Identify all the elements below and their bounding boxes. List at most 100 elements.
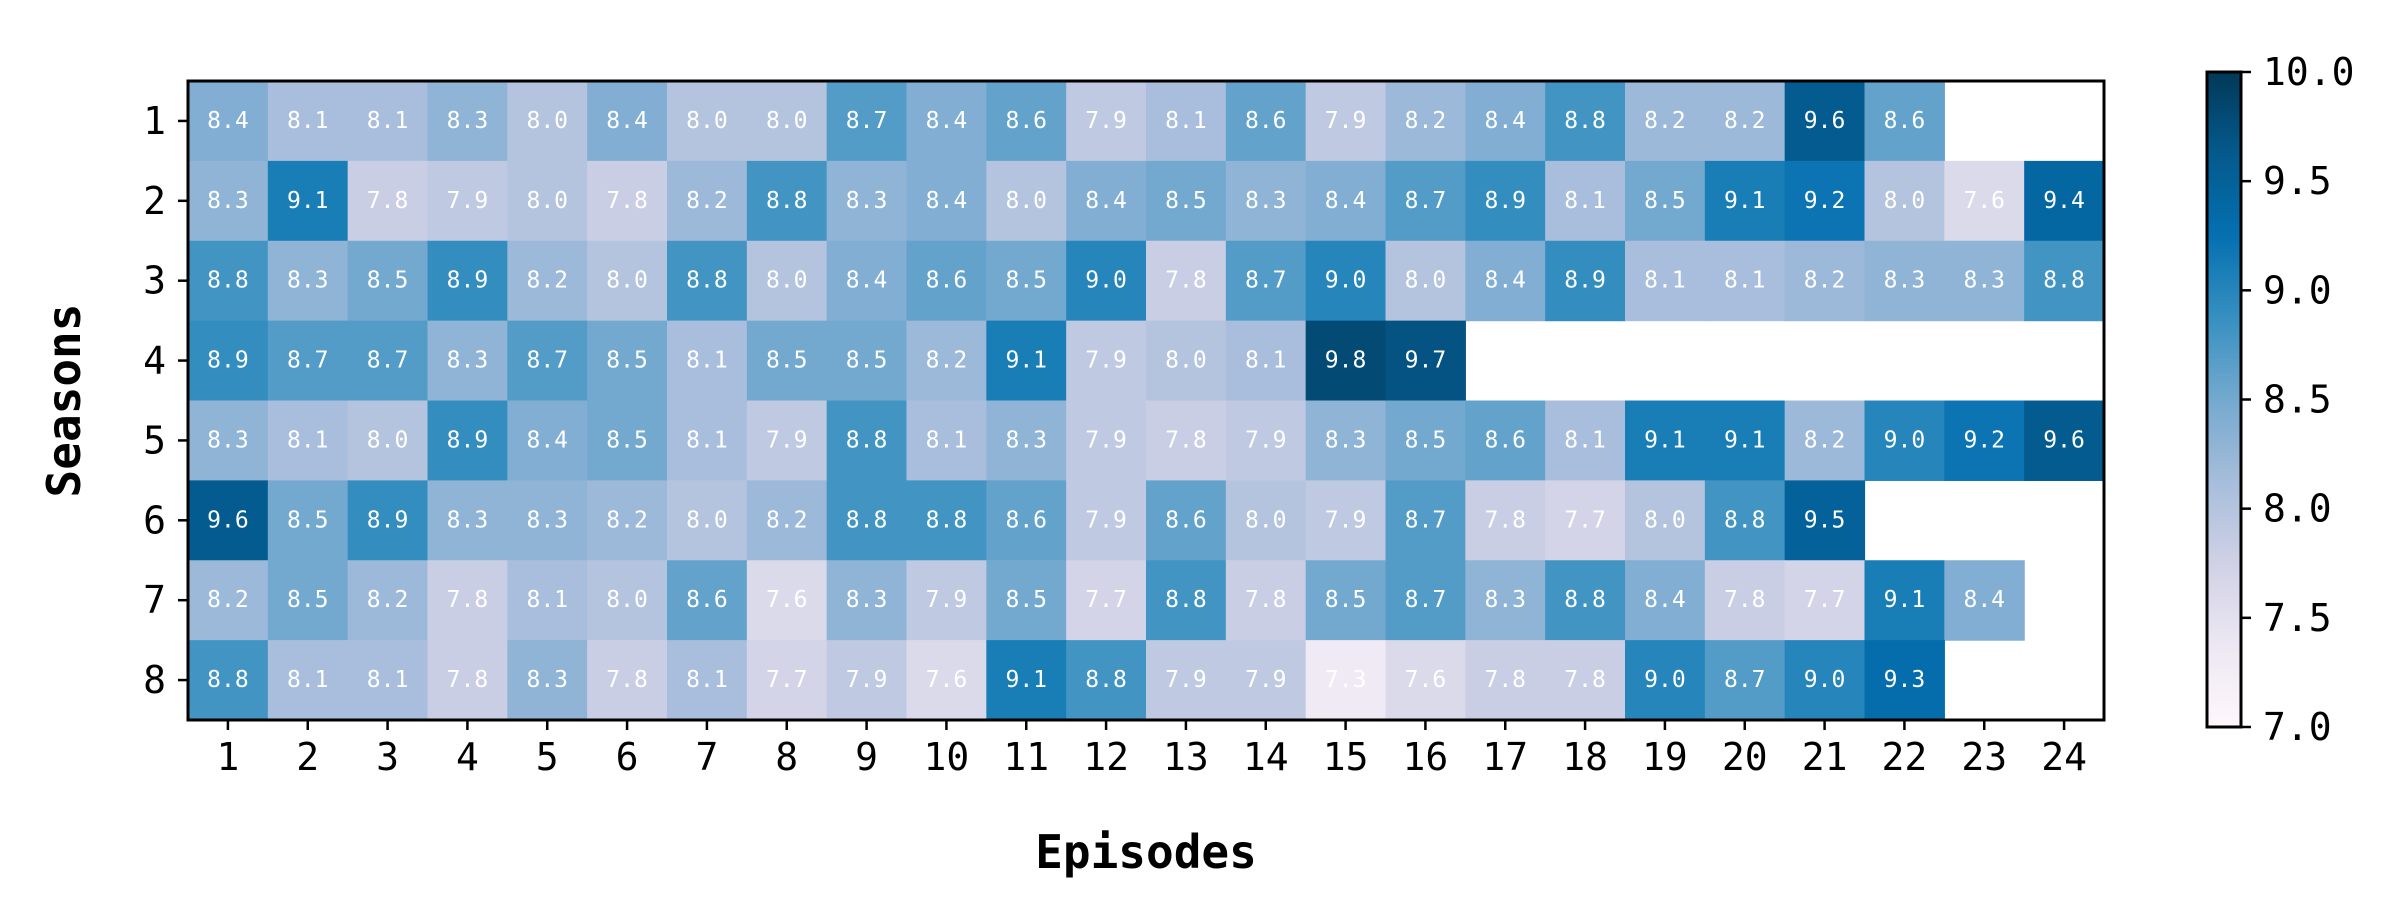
cell-label-s4-e14: 8.1 (1245, 348, 1287, 374)
cell-label-s2-e12: 8.4 (1085, 188, 1127, 214)
cell-label-s2-e8: 8.8 (766, 188, 808, 214)
heatmap-cell-s8-e20 (1704, 640, 1786, 721)
heatmap-cell-s8-e15 (1305, 640, 1387, 721)
cell-label-s6-e7: 8.0 (686, 507, 728, 533)
heatmap-cell-s7-e21 (1784, 560, 1866, 641)
cell-label-s2-e19: 8.5 (1644, 188, 1686, 214)
cell-label-s5-e2: 8.1 (287, 427, 329, 453)
cell-label-s3-e7: 8.8 (686, 268, 728, 294)
cell-label-s3-e21: 8.2 (1804, 268, 1846, 294)
cell-label-s2-e2: 9.1 (287, 188, 329, 214)
heatmap-cell-s4-e14 (1225, 320, 1307, 402)
heatmap-cell-s2-e24 (2024, 160, 2105, 242)
cell-label-s7-e15: 8.5 (1325, 587, 1367, 613)
cell-label-s7-e16: 8.7 (1405, 587, 1447, 613)
cell-label-s6-e19: 8.0 (1644, 507, 1686, 533)
cell-label-s2-e15: 8.4 (1325, 188, 1367, 214)
heatmap-cell-s2-e3 (347, 160, 429, 242)
heatmap-cell-s6-e4 (427, 480, 508, 561)
cell-label-s3-e22: 8.3 (1884, 268, 1926, 294)
heatmap-cell-s3-e8 (746, 240, 828, 322)
cell-label-s5-e22: 9.0 (1884, 427, 1926, 453)
cell-label-s3-e18: 8.9 (1564, 268, 1606, 294)
heatmap-cell-s3-e15 (1305, 240, 1387, 322)
heatmap-cell-s3-e3 (347, 240, 429, 322)
cell-label-s5-e8: 7.9 (766, 427, 808, 453)
heatmap-cell-s3-e23 (1944, 240, 2025, 322)
colorbar-tick-label-10.0: 10.0 (2263, 50, 2355, 94)
heatmap-cell-s5-e15 (1305, 400, 1387, 481)
cell-label-s2-e3: 7.8 (367, 188, 409, 214)
heatmap-cell-s8-e6 (587, 640, 668, 721)
heatmap-cell-s3-e10 (906, 240, 987, 322)
cell-label-s8-e19: 9.0 (1644, 667, 1686, 693)
heatmap-cell-s1-e21 (1784, 81, 1866, 162)
cell-label-s8-e6: 7.8 (606, 667, 648, 693)
cell-label-s7-e7: 8.6 (686, 587, 728, 613)
heatmap-cell-s3-e19 (1625, 240, 1706, 322)
heatmap-cell-s3-e2 (267, 240, 349, 322)
cell-label-s1-e17: 8.4 (1484, 108, 1526, 134)
heatmap-cell-s5-e22 (1864, 400, 1945, 481)
heatmap-cell-s3-e20 (1704, 240, 1786, 322)
heatmap-cell-s3-e18 (1545, 240, 1626, 322)
heatmap-cell-s1-e18 (1545, 81, 1626, 162)
heatmap-cell-s4-e9 (826, 320, 908, 402)
y-tick-label-5: 5 (143, 418, 166, 462)
heatmap-cell-s7-e17 (1465, 560, 1546, 641)
colorbar-tick-label-9.5: 9.5 (2263, 159, 2332, 203)
heatmap-cell-s3-e11 (986, 240, 1067, 322)
x-tick-label-20: 20 (1722, 735, 1768, 779)
heatmap-cell-s6-e18 (1545, 480, 1626, 561)
cell-label-s1-e4: 8.3 (447, 108, 489, 134)
cell-label-s8-e8: 7.7 (766, 667, 808, 693)
cell-label-s7-e13: 8.8 (1165, 587, 1207, 613)
heatmap-cell-s6-e21 (1784, 480, 1866, 561)
cell-label-s8-e11: 9.1 (1005, 667, 1047, 693)
cell-label-s5-e17: 8.6 (1484, 427, 1526, 453)
heatmap-cell-s7-e10 (906, 560, 987, 641)
heatmap-cell-s1-e8 (746, 81, 828, 162)
cell-label-s1-e10: 8.4 (926, 108, 968, 134)
cell-label-s2-e13: 8.5 (1165, 188, 1207, 214)
heatmap-cell-s6-e19 (1625, 480, 1706, 561)
x-tick-label-16: 16 (1403, 735, 1449, 779)
cell-label-s2-e14: 8.3 (1245, 188, 1287, 214)
x-tick-label-23: 23 (1961, 735, 2007, 779)
heatmap-cell-s1-e9 (826, 81, 908, 162)
colorbar (2205, 70, 2243, 729)
cell-label-s4-e7: 8.1 (686, 348, 728, 374)
cell-label-s6-e13: 8.6 (1165, 507, 1207, 533)
heatmap-cell-s7-e8 (746, 560, 828, 641)
heatmap-cell-s1-e4 (427, 81, 508, 162)
cell-label-s3-e20: 8.1 (1724, 268, 1766, 294)
heatmap-cell-s7-e9 (826, 560, 908, 641)
heatmap-cell-s2-e2 (267, 160, 349, 242)
heatmap-cell-s4-e7 (667, 320, 748, 402)
y-tick-label-1: 1 (143, 99, 166, 143)
y-tick-label-8: 8 (143, 658, 166, 702)
cell-label-s3-e8: 8.0 (766, 268, 808, 294)
cell-label-s3-e13: 7.8 (1165, 268, 1207, 294)
cell-label-s5-e19: 9.1 (1644, 427, 1686, 453)
x-tick-label-8: 8 (775, 735, 798, 779)
heatmap-cell-s2-e14 (1225, 160, 1307, 242)
cell-label-s3-e1: 8.8 (207, 268, 249, 294)
cell-label-s4-e1: 8.9 (207, 348, 249, 374)
heatmap-cell-s8-e18 (1545, 640, 1626, 721)
cell-label-s7-e3: 8.2 (367, 587, 409, 613)
cell-label-s1-e18: 8.8 (1564, 108, 1606, 134)
y-axis-title: Seasons (37, 304, 91, 498)
cell-label-s1-e13: 8.1 (1165, 108, 1207, 134)
cell-label-s2-e24: 9.4 (2043, 188, 2085, 214)
heatmap-cell-s2-e11 (986, 160, 1067, 242)
heatmap-cell-s3-e21 (1784, 240, 1866, 322)
heatmap-cell-s5-e6 (587, 400, 668, 481)
heatmap-cell-s6-e20 (1704, 480, 1786, 561)
cell-label-s3-e23: 8.3 (1963, 268, 2005, 294)
cell-label-s4-e4: 8.3 (447, 348, 489, 374)
cell-label-s5-e14: 7.9 (1245, 427, 1287, 453)
heatmap-cell-s7-e3 (347, 560, 429, 641)
y-tick-label-6: 6 (143, 498, 166, 542)
heatmap-cell-s8-e16 (1385, 640, 1466, 721)
